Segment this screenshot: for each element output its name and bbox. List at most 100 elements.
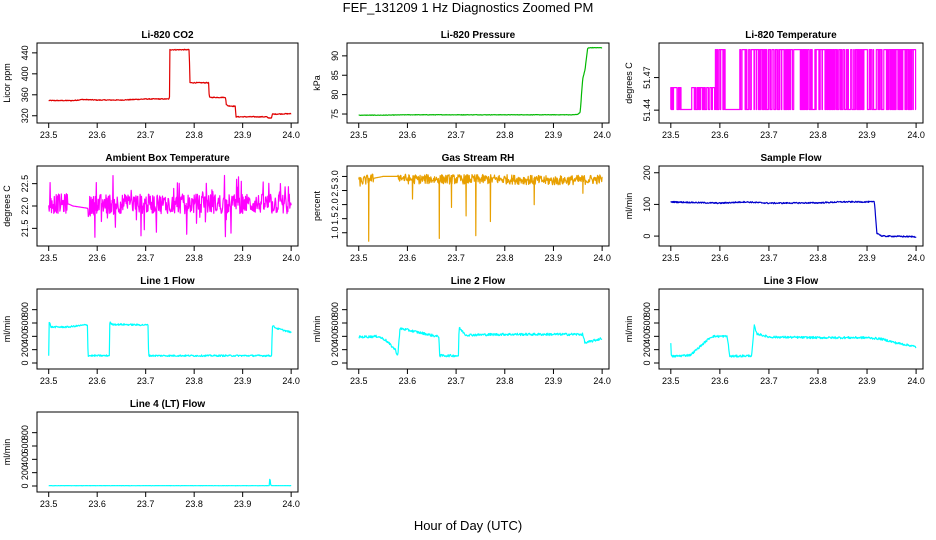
series-line — [358, 326, 603, 358]
x-tick-label: 23.9 — [234, 253, 252, 263]
x-tick-label: 23.5 — [40, 376, 58, 386]
figure-title: FEF_131209 1 Hz Diagnostics Zoomed PM — [342, 0, 594, 15]
x-tick-label: 23.9 — [858, 130, 876, 140]
y-axis-label: ml/min — [624, 193, 634, 220]
plot-frame — [36, 288, 299, 370]
x-tick-label: 23.7 — [447, 376, 465, 386]
x-tick-label: 23.8 — [185, 130, 203, 140]
x-tick-label: 23.5 — [40, 130, 58, 140]
panel-li820-temperature: Li-820 Temperature degrees C 23.5 23.6 23.7 2… — [624, 30, 925, 140]
y-axis-label: ml/min — [2, 439, 12, 466]
y-tick-label: 800 — [20, 425, 30, 440]
x-tick-label: 24.0 — [282, 499, 300, 509]
x-tick-label: 23.9 — [545, 253, 563, 263]
y-tick-label: 400 — [20, 329, 30, 344]
panel-title: Line 3 Flow — [764, 276, 819, 287]
y-tick-label: 600 — [20, 438, 30, 453]
x-tick-label: 23.6 — [399, 130, 417, 140]
series-line — [48, 321, 292, 358]
x-tick-label: 23.7 — [137, 376, 155, 386]
y-tick-label: 21.5 — [20, 220, 30, 238]
series-line — [48, 478, 292, 487]
panel-title: Li-820 Pressure — [441, 30, 516, 41]
x-tick-label: 23.6 — [711, 376, 729, 386]
series-line — [358, 173, 603, 242]
x-tick-label: 23.6 — [711, 130, 729, 140]
plot-frame — [346, 288, 610, 370]
x-tick-label: 23.9 — [858, 253, 876, 263]
panel-gas-stream-rh: Gas Stream RH percent 23.5 23.6 23.7 23.8 23.9… — [312, 153, 611, 263]
panel-ambient-box-temperature: Ambient Box Temperature degrees C 23.5 23.6… — [2, 153, 300, 263]
panel-line1-flow: Line 1 Flow ml/min 23.5 23.6 23.7 23.8 23.9 24.… — [2, 276, 300, 386]
x-tick-label: 23.6 — [399, 253, 417, 263]
series-line — [48, 48, 292, 119]
x-tick-label: 24.0 — [907, 130, 925, 140]
x-tick-label: 23.5 — [350, 253, 368, 263]
panel-title: Line 1 Flow — [140, 276, 195, 287]
x-tick-label: 23.9 — [234, 130, 252, 140]
y-tick-label: 0 — [20, 360, 30, 365]
y-tick-label: 0 — [642, 234, 652, 239]
x-tick-label: 24.0 — [907, 376, 925, 386]
series-line — [358, 46, 603, 116]
plot-frame — [346, 42, 610, 124]
y-tick-label: 320 — [20, 108, 30, 123]
panel-title: Li-820 Temperature — [745, 30, 837, 41]
y-axis-label: degrees C — [2, 185, 12, 227]
x-tick-label: 23.7 — [137, 130, 155, 140]
x-tick-label: 23.7 — [447, 253, 465, 263]
y-tick-label: 200 — [20, 342, 30, 357]
y-tick-label: 90 — [330, 51, 340, 61]
x-tick-label: 23.8 — [496, 130, 514, 140]
x-tick-label: 23.8 — [809, 130, 827, 140]
series-line — [48, 174, 292, 238]
x-tick-label: 23.5 — [350, 376, 368, 386]
x-tick-label: 23.9 — [545, 130, 563, 140]
panel-li820-pressure: Li-820 Pressure kPa 23.5 23.6 23.7 23.8 23.9 24… — [312, 30, 611, 140]
plot-frame — [658, 42, 924, 124]
y-tick-label: 200 — [20, 465, 30, 480]
x-tick-label: 23.8 — [809, 253, 827, 263]
y-tick-label: 51.47 — [642, 66, 652, 89]
y-tick-label: 51.44 — [642, 99, 652, 122]
y-axis-label: degrees C — [624, 62, 634, 104]
panel-line3-flow: Line 3 Flow ml/min 23.5 23.6 23.7 23.8 23.9 24.… — [624, 276, 925, 386]
panel-li820-co2: Li-820 CO2 Licor ppm 23.5 23.6 23.7 23.8 23.9 2… — [2, 30, 300, 140]
x-tick-label: 23.7 — [760, 130, 778, 140]
x-tick-label: 23.5 — [40, 253, 58, 263]
y-tick-label: 400 — [20, 452, 30, 467]
panel-line4-lt-flow: Line 4 (LT) Flow ml/min 23.5 23.6 23.7 23.8 23… — [2, 399, 300, 509]
y-tick-label: 3.0 — [330, 170, 340, 183]
x-tick-label: 23.8 — [496, 253, 514, 263]
y-tick-label: 600 — [330, 315, 340, 330]
y-tick-label: 22.5 — [20, 175, 30, 193]
plot-frame — [658, 288, 924, 370]
x-tick-label: 24.0 — [593, 253, 611, 263]
y-tick-label: 200 — [330, 342, 340, 357]
series-line — [670, 200, 917, 238]
x-tick-label: 23.5 — [662, 130, 680, 140]
x-tick-label: 23.5 — [40, 499, 58, 509]
x-tick-label: 23.7 — [137, 499, 155, 509]
panel-sample-flow: Sample Flow ml/min 23.5 23.6 23.7 23.8 23.9 24.… — [624, 153, 925, 263]
y-tick-label: 440 — [20, 45, 30, 60]
y-tick-label: 600 — [642, 315, 652, 330]
y-axis-label: kPa — [312, 75, 322, 91]
y-tick-label: 22.0 — [20, 197, 30, 215]
x-tick-label: 23.5 — [662, 253, 680, 263]
plot-frame — [36, 411, 299, 493]
x-tick-label: 23.8 — [496, 376, 514, 386]
y-axis-label: percent — [312, 190, 322, 221]
x-tick-label: 23.8 — [185, 253, 203, 263]
y-tick-label: 400 — [20, 66, 30, 81]
plot-frame — [36, 42, 299, 124]
panel-title: Li-820 CO2 — [141, 30, 194, 41]
x-tick-label: 24.0 — [282, 376, 300, 386]
x-tick-label: 23.5 — [350, 130, 368, 140]
y-tick-label: 360 — [20, 87, 30, 102]
x-tick-label: 24.0 — [593, 130, 611, 140]
x-tick-label: 23.9 — [234, 499, 252, 509]
x-tick-label: 23.7 — [137, 253, 155, 263]
panel-line2-flow: Line 2 Flow ml/min 23.5 23.6 23.7 23.8 23.9 24.… — [312, 276, 611, 386]
